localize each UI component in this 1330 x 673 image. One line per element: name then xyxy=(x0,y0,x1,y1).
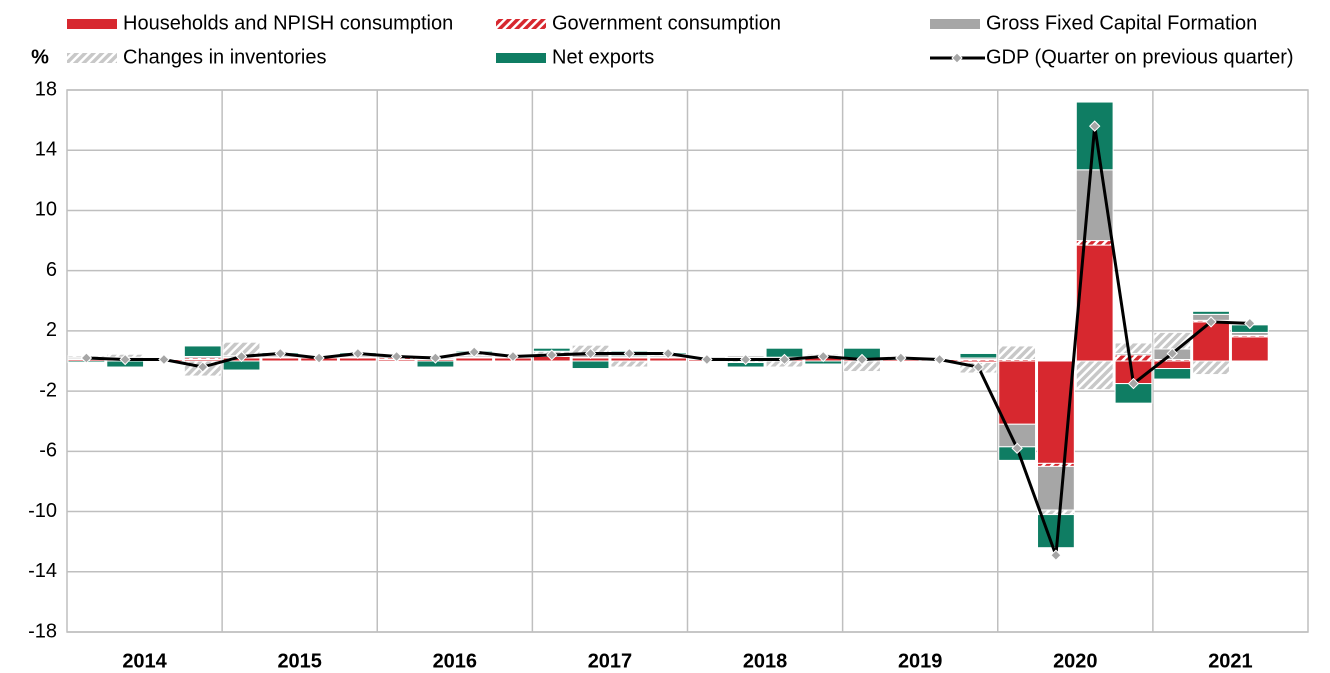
bar-segment xyxy=(998,345,1037,360)
legend-label: Government consumption xyxy=(552,12,781,34)
y-axis-label: % xyxy=(31,46,49,68)
line-marker xyxy=(1050,549,1062,561)
line-marker xyxy=(1088,120,1101,132)
line-marker xyxy=(468,346,480,358)
bar-segment xyxy=(1075,240,1114,246)
bar-segment xyxy=(998,360,1037,425)
bar-segment xyxy=(571,360,610,370)
line-marker xyxy=(662,347,674,360)
bar-segment xyxy=(222,360,261,371)
line-marker xyxy=(390,350,403,363)
legend-swatch xyxy=(496,19,546,29)
x-tick-label: 2016 xyxy=(433,650,478,672)
legend-item: GDP (Quarter on previous quarter) xyxy=(930,46,1294,68)
x-tick-label: 2015 xyxy=(277,650,322,672)
x-tick-label: 2014 xyxy=(122,650,167,672)
legend-item: Net exports xyxy=(496,46,654,68)
legend-item: Changes in inventories xyxy=(67,46,326,68)
line-marker xyxy=(584,347,597,360)
y-tick-label: -2 xyxy=(39,379,57,401)
line-marker xyxy=(623,347,636,360)
bar-segment xyxy=(1192,310,1230,315)
line-marker xyxy=(546,349,558,361)
y-tick-label: -18 xyxy=(28,620,57,642)
line xyxy=(86,125,1250,556)
legend-item: Government consumption xyxy=(496,12,781,34)
y-tick-label: 14 xyxy=(35,139,57,161)
line-marker xyxy=(739,353,752,366)
y-tick-label: -6 xyxy=(39,440,57,462)
y-tick-label: 18 xyxy=(35,78,57,100)
bar-segment xyxy=(1153,331,1192,350)
bar-segment xyxy=(1153,368,1192,380)
line-marker xyxy=(1166,347,1178,360)
line-marker xyxy=(197,361,209,373)
line-marker xyxy=(158,353,170,366)
legend-marker xyxy=(951,52,963,64)
line-marker xyxy=(352,347,364,360)
line-marker xyxy=(429,352,442,364)
bar-segment xyxy=(1230,336,1269,362)
line-marker xyxy=(895,352,907,364)
legend-item: Gross Fixed Capital Formation xyxy=(930,12,1257,34)
legend-item: Households and NPISH consumption xyxy=(67,12,453,34)
legend-swatch xyxy=(496,53,546,63)
legend-label: Gross Fixed Capital Formation xyxy=(986,12,1257,34)
bar-segment xyxy=(1037,465,1075,511)
y-tick-label: 6 xyxy=(46,259,57,281)
bar-segment xyxy=(1192,321,1230,362)
line-marker xyxy=(1011,442,1023,455)
line-marker xyxy=(119,353,131,366)
bar-segment xyxy=(959,352,998,359)
x-tick-label: 2019 xyxy=(898,650,943,672)
line-marker xyxy=(933,353,946,366)
line-marker xyxy=(972,361,985,373)
line-marker xyxy=(817,350,829,363)
plot-border xyxy=(66,89,1309,633)
legend-label: Net exports xyxy=(552,46,654,68)
bar-segment xyxy=(1114,342,1153,354)
bar-segment xyxy=(1037,509,1075,516)
line-marker xyxy=(856,353,868,366)
line-marker xyxy=(80,352,93,364)
legend-swatch xyxy=(67,19,117,29)
bar-segment xyxy=(1114,354,1153,362)
y-tick-label: -14 xyxy=(28,560,57,582)
line-marker xyxy=(507,350,519,363)
line-marker xyxy=(235,350,248,363)
legend-swatch xyxy=(67,53,117,63)
line-marker xyxy=(274,347,287,360)
y-tick-label: 10 xyxy=(35,199,57,221)
line-marker xyxy=(701,353,713,366)
legend-label: Changes in inventories xyxy=(123,46,326,68)
x-tick-label: 2021 xyxy=(1208,650,1253,672)
y-tick-label: 2 xyxy=(46,319,57,341)
line-marker xyxy=(1127,377,1140,390)
x-tick-label: 2017 xyxy=(588,650,633,672)
legend-swatch xyxy=(930,19,980,29)
x-tick-label: 2020 xyxy=(1053,650,1098,672)
y-tick-label: -10 xyxy=(28,500,57,522)
line-marker xyxy=(1205,316,1217,328)
legend-label: GDP (Quarter on previous quarter) xyxy=(986,46,1294,68)
bar-segment xyxy=(183,345,222,357)
x-tick-label: 2018 xyxy=(743,650,788,672)
line-marker xyxy=(313,352,325,364)
line-marker xyxy=(1244,317,1256,330)
bar-segment xyxy=(610,360,649,368)
bar-segment xyxy=(1192,360,1230,376)
bar-segment xyxy=(1075,360,1114,391)
line-marker xyxy=(778,353,791,366)
legend-label: Households and NPISH consumption xyxy=(123,12,453,34)
